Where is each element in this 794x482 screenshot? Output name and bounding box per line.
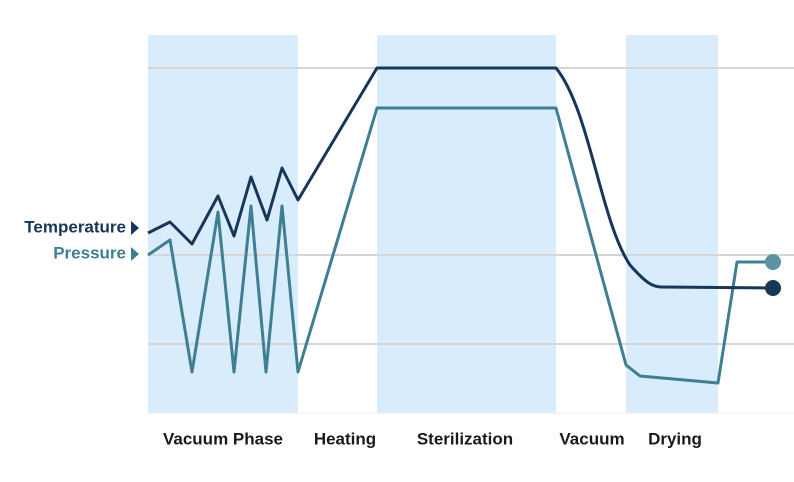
temperature-label: Temperature	[24, 217, 126, 236]
temperature-marker	[131, 221, 139, 235]
phase-labels: Vacuum Phase Heating Sterilization Vacuu…	[163, 429, 702, 448]
pressure-line	[147, 106, 773, 385]
phase-label: Vacuum Phase	[163, 429, 283, 448]
pressure-end	[765, 254, 781, 270]
phase-label: Heating	[314, 429, 376, 448]
phase-label: Sterilization	[417, 429, 513, 448]
temperature-line	[147, 66, 774, 290]
phase-band	[377, 35, 556, 413]
phase-band	[626, 35, 718, 413]
temperature-end	[765, 280, 781, 296]
pressure-label: Pressure	[53, 243, 126, 262]
pressure-marker	[131, 247, 139, 261]
phase-bands	[148, 35, 718, 413]
phase-label: Vacuum	[559, 429, 624, 448]
phase-label: Drying	[648, 429, 702, 448]
